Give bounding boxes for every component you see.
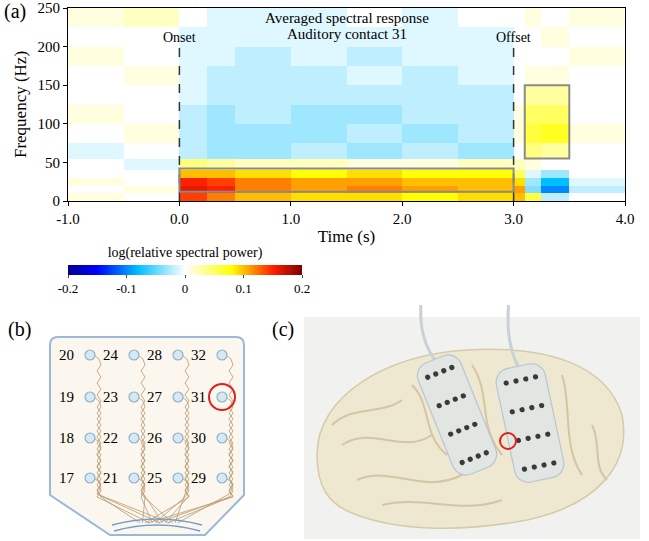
svg-text:25: 25 xyxy=(147,470,162,486)
svg-text:2.0: 2.0 xyxy=(393,211,412,227)
svg-text:Auditory contact 31: Auditory contact 31 xyxy=(287,26,407,42)
svg-text:log(relative spectral power): log(relative spectral power) xyxy=(108,245,263,261)
svg-text:26: 26 xyxy=(147,430,163,446)
svg-text:150: 150 xyxy=(38,77,61,93)
svg-text:21: 21 xyxy=(103,470,118,486)
svg-text:Frequency (Hz): Frequency (Hz) xyxy=(11,51,30,158)
svg-text:20: 20 xyxy=(59,347,74,363)
svg-text:-0.1: -0.1 xyxy=(116,281,137,296)
svg-text:27: 27 xyxy=(147,389,163,405)
svg-text:Time (s): Time (s) xyxy=(318,227,375,246)
svg-text:Offset: Offset xyxy=(496,30,531,45)
svg-text:23: 23 xyxy=(103,389,118,405)
svg-text:100: 100 xyxy=(38,116,61,132)
svg-text:3.0: 3.0 xyxy=(504,211,523,227)
html-text:(a): (a) xyxy=(4,0,27,22)
svg-text:1.0: 1.0 xyxy=(281,211,300,227)
svg-text:0: 0 xyxy=(182,281,189,296)
svg-text:18: 18 xyxy=(59,430,74,446)
svg-text:31: 31 xyxy=(191,389,206,405)
svg-text:24: 24 xyxy=(103,347,119,363)
svg-text:0.2: 0.2 xyxy=(294,281,310,296)
svg-text:Averaged spectral response: Averaged spectral response xyxy=(265,10,429,26)
html-text:(c): (c) xyxy=(272,318,295,340)
svg-text:32: 32 xyxy=(191,347,206,363)
svg-text:250: 250 xyxy=(38,0,61,16)
svg-text:29: 29 xyxy=(191,470,206,486)
svg-text:Onset: Onset xyxy=(163,30,196,45)
html-text:(b): (b) xyxy=(8,318,32,340)
svg-text:17: 17 xyxy=(59,470,75,486)
svg-text:-1.0: -1.0 xyxy=(56,211,80,227)
svg-text:50: 50 xyxy=(45,155,60,171)
svg-text:28: 28 xyxy=(147,347,162,363)
svg-text:4.0: 4.0 xyxy=(616,211,635,227)
svg-text:0.0: 0.0 xyxy=(170,211,189,227)
svg-text:200: 200 xyxy=(38,39,61,55)
svg-text:30: 30 xyxy=(191,430,206,446)
svg-text:22: 22 xyxy=(103,430,118,446)
svg-text:19: 19 xyxy=(59,389,74,405)
svg-text:0: 0 xyxy=(53,193,61,209)
svg-text:0.1: 0.1 xyxy=(235,281,251,296)
svg-text:-0.2: -0.2 xyxy=(58,281,79,296)
